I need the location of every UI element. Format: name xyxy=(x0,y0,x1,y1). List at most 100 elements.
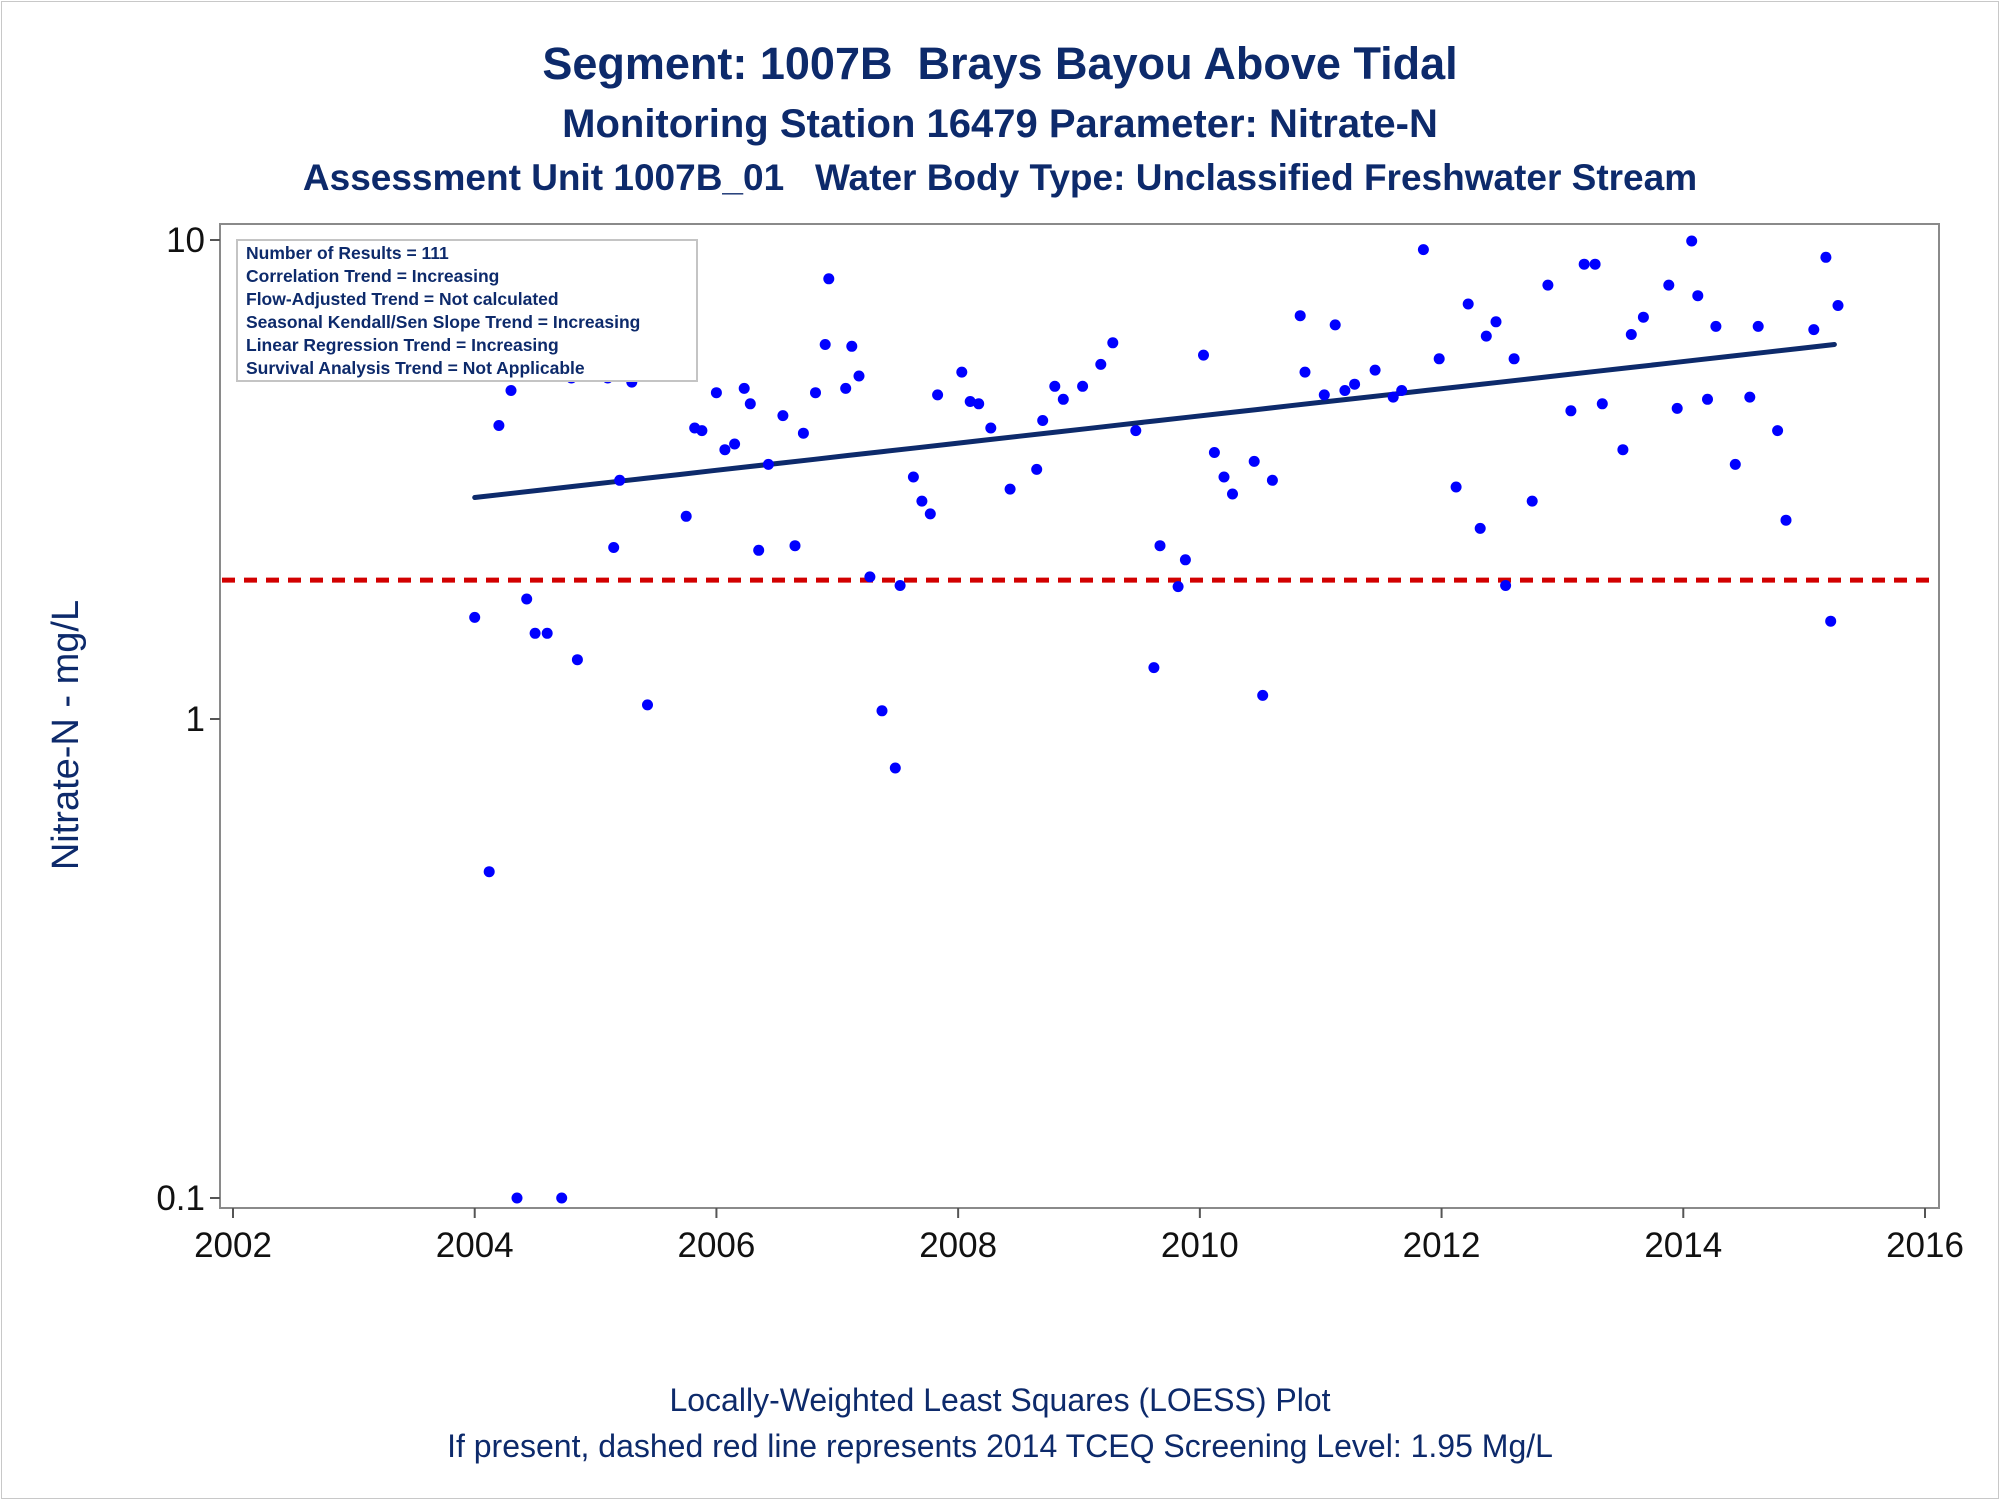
data-point xyxy=(469,611,481,623)
y-axis: 0.1 1 10 xyxy=(156,221,220,1218)
data-point xyxy=(1339,385,1351,396)
data-point xyxy=(1772,425,1784,437)
data-point xyxy=(1049,380,1061,392)
data-point xyxy=(1542,279,1554,291)
data-point xyxy=(1480,330,1492,342)
data-point xyxy=(1578,258,1590,270)
data-point xyxy=(819,339,831,350)
data-point xyxy=(680,510,692,522)
data-point xyxy=(1396,385,1408,396)
data-point xyxy=(1474,522,1486,534)
data-point xyxy=(1780,514,1792,526)
data-point xyxy=(876,705,888,717)
data-point xyxy=(1266,474,1278,486)
data-point xyxy=(696,425,708,437)
data-point xyxy=(710,387,722,399)
data-point xyxy=(1057,393,1069,405)
x-tick-label: 2008 xyxy=(919,1226,997,1265)
stats-seasonal-kendall-trend: Seasonal Kendall/Sen Slope Trend = Incre… xyxy=(246,312,640,332)
data-point xyxy=(1625,329,1637,340)
data-point xyxy=(1154,540,1166,552)
data-point xyxy=(521,593,533,605)
data-point xyxy=(541,627,553,639)
data-point xyxy=(1095,358,1107,370)
data-point xyxy=(777,410,789,422)
stats-linear-regression-trend: Linear Regression Trend = Increasing xyxy=(246,335,559,355)
data-point xyxy=(1526,495,1538,507)
x-tick-label: 2014 xyxy=(1644,1226,1722,1265)
data-point xyxy=(823,273,835,285)
x-tick-label: 2010 xyxy=(1161,1226,1239,1265)
data-point xyxy=(797,427,809,439)
data-point xyxy=(529,627,541,639)
data-point xyxy=(1702,393,1713,405)
x-tick-label: 2002 xyxy=(194,1226,272,1265)
loess-trend-line xyxy=(472,342,1837,500)
trend-line-layer xyxy=(472,342,1837,500)
data-point xyxy=(1130,425,1142,437)
data-point xyxy=(608,542,620,553)
data-point xyxy=(810,387,821,399)
data-point xyxy=(1596,398,1608,410)
x-tick-label: 2016 xyxy=(1886,1226,1964,1265)
data-point xyxy=(493,420,505,431)
data-point xyxy=(1832,300,1844,311)
chart-title: Segment: 1007B Brays Bayou Above Tidal xyxy=(542,38,1458,89)
chart-subtitle-assessment-unit: Assessment Unit 1007B_01 Water Body Type… xyxy=(302,157,1698,198)
data-point xyxy=(1208,447,1220,458)
data-point xyxy=(1671,402,1683,414)
x-tick-label: 2006 xyxy=(677,1226,755,1265)
data-point xyxy=(1218,471,1230,483)
x-tick-label: 2012 xyxy=(1403,1226,1481,1265)
data-point xyxy=(1148,662,1160,674)
data-point xyxy=(1490,316,1502,328)
data-point xyxy=(1387,391,1399,403)
data-point xyxy=(483,866,495,878)
data-point xyxy=(1294,310,1306,322)
data-point xyxy=(1500,580,1512,591)
data-point xyxy=(744,398,756,410)
data-point xyxy=(1729,458,1741,470)
data-point xyxy=(762,458,774,470)
x-tick-label: 2004 xyxy=(436,1226,514,1265)
data-point xyxy=(956,366,968,378)
data-point xyxy=(1450,481,1462,493)
stats-box-frame xyxy=(236,239,698,382)
data-point xyxy=(932,389,944,401)
data-point xyxy=(738,382,750,394)
data-point xyxy=(1617,444,1629,456)
data-point xyxy=(853,370,865,382)
data-point xyxy=(924,508,936,520)
data-point xyxy=(571,654,583,666)
data-point xyxy=(789,540,801,552)
data-point xyxy=(1257,689,1269,701)
data-point xyxy=(1329,319,1341,331)
data-point xyxy=(1663,279,1675,291)
data-point xyxy=(1744,391,1756,403)
data-point xyxy=(894,580,906,591)
y-tick-label: 10 xyxy=(166,221,205,260)
data-point xyxy=(729,438,741,450)
data-point xyxy=(1637,311,1649,323)
footnote-plot-type: Locally-Weighted Least Squares (LOESS) P… xyxy=(669,1382,1331,1418)
data-point xyxy=(846,340,858,352)
data-point xyxy=(1077,380,1089,392)
data-point xyxy=(864,571,876,583)
data-point xyxy=(907,471,919,483)
data-point xyxy=(614,474,626,486)
data-point xyxy=(1107,337,1119,349)
data-point xyxy=(1248,455,1260,467)
data-point xyxy=(1808,324,1820,336)
data-point xyxy=(1198,349,1209,361)
data-point xyxy=(1369,364,1381,376)
data-point xyxy=(1565,405,1577,417)
data-point xyxy=(964,396,976,407)
data-point xyxy=(505,385,517,396)
data-point xyxy=(1417,244,1429,256)
data-point xyxy=(719,444,731,456)
x-axis: 2002 2004 2006 2008 2010 2012 2014 2016 xyxy=(194,1208,1964,1265)
data-point xyxy=(1820,251,1832,263)
data-point xyxy=(556,1192,568,1204)
data-point xyxy=(1686,235,1698,247)
data-point xyxy=(1825,615,1837,627)
